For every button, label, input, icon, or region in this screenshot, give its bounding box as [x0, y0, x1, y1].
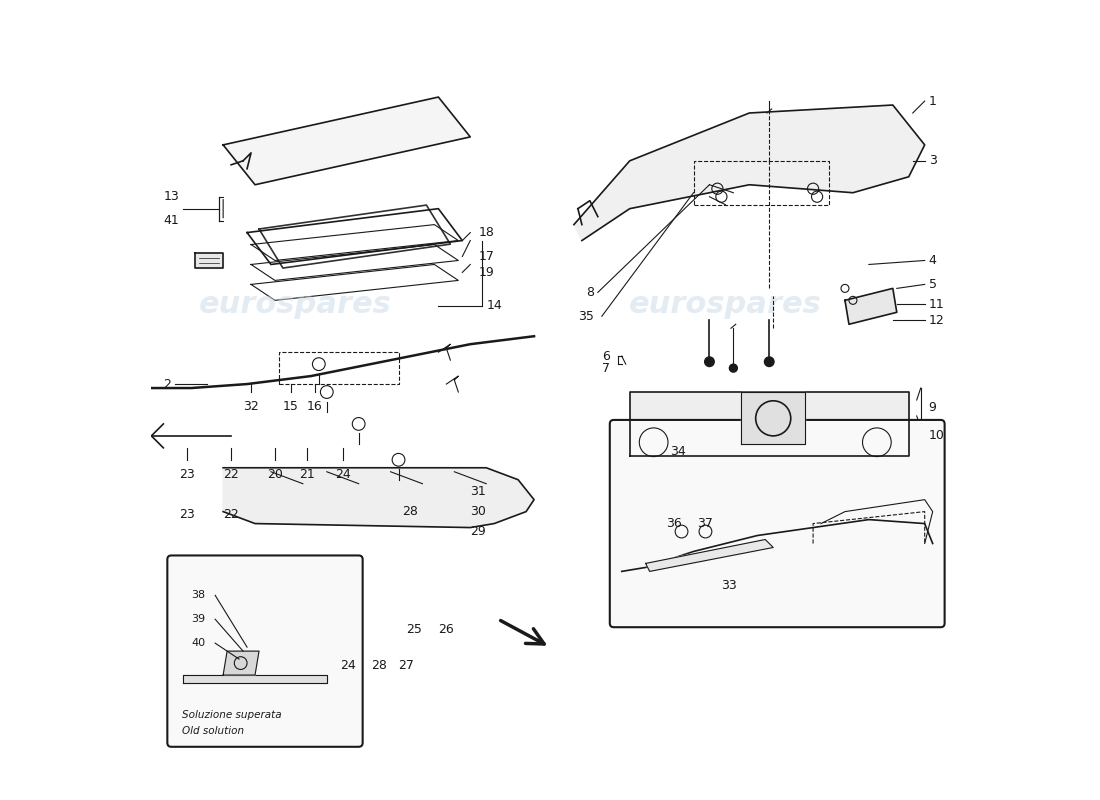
- Text: 28: 28: [403, 505, 418, 518]
- Text: 38: 38: [191, 590, 206, 600]
- Polygon shape: [223, 97, 471, 185]
- Polygon shape: [223, 651, 258, 675]
- FancyBboxPatch shape: [167, 555, 363, 746]
- Text: 37: 37: [697, 517, 714, 530]
- Text: 18: 18: [478, 226, 494, 239]
- Text: 28: 28: [371, 659, 386, 672]
- Text: 29: 29: [471, 525, 486, 538]
- Text: 32: 32: [243, 400, 258, 413]
- Text: 13: 13: [164, 190, 179, 203]
- Text: 23: 23: [179, 468, 195, 481]
- Polygon shape: [195, 253, 223, 269]
- Text: 35: 35: [578, 310, 594, 322]
- Text: 21: 21: [299, 468, 315, 481]
- Circle shape: [764, 357, 774, 366]
- Polygon shape: [741, 392, 805, 444]
- Text: 22: 22: [223, 508, 239, 521]
- Text: 20: 20: [267, 468, 283, 481]
- Text: eurospares: eurospares: [629, 290, 822, 319]
- Text: 15: 15: [283, 400, 299, 413]
- Text: 22: 22: [223, 468, 239, 481]
- Polygon shape: [845, 288, 896, 324]
- Text: 36: 36: [666, 517, 681, 530]
- Text: 24: 24: [340, 659, 356, 672]
- Text: 8: 8: [586, 286, 594, 299]
- Text: 25: 25: [407, 623, 422, 636]
- Circle shape: [705, 357, 714, 366]
- Text: 27: 27: [398, 659, 415, 672]
- Text: Soluzione superata: Soluzione superata: [182, 710, 282, 720]
- Text: 5: 5: [928, 278, 937, 291]
- Text: 23: 23: [179, 508, 195, 521]
- Text: 1: 1: [928, 94, 936, 107]
- Text: 14: 14: [486, 299, 502, 313]
- Text: 33: 33: [722, 579, 737, 592]
- Circle shape: [729, 364, 737, 372]
- Polygon shape: [184, 675, 327, 683]
- Text: 40: 40: [191, 638, 206, 648]
- Text: 9: 9: [928, 402, 936, 414]
- Text: 39: 39: [191, 614, 206, 624]
- Text: 31: 31: [471, 485, 486, 498]
- Text: 6: 6: [602, 350, 609, 362]
- Text: 19: 19: [478, 266, 494, 279]
- Text: eurospares: eurospares: [198, 290, 392, 319]
- Polygon shape: [223, 468, 535, 527]
- Text: 26: 26: [439, 623, 454, 636]
- Text: 17: 17: [478, 250, 494, 263]
- Text: 12: 12: [928, 314, 945, 326]
- Text: 7: 7: [602, 362, 609, 374]
- Text: 30: 30: [471, 505, 486, 518]
- Text: 34: 34: [670, 446, 685, 458]
- Polygon shape: [629, 392, 909, 456]
- FancyBboxPatch shape: [609, 420, 945, 627]
- Polygon shape: [646, 539, 773, 571]
- Text: 3: 3: [928, 154, 936, 167]
- Text: 4: 4: [928, 254, 936, 267]
- Text: 24: 24: [334, 468, 351, 481]
- Text: 11: 11: [928, 298, 945, 311]
- Text: 41: 41: [164, 214, 179, 227]
- Text: 16: 16: [307, 400, 322, 413]
- Text: 2: 2: [164, 378, 172, 390]
- Text: Old solution: Old solution: [182, 726, 244, 736]
- Polygon shape: [574, 105, 925, 241]
- Text: 10: 10: [928, 430, 945, 442]
